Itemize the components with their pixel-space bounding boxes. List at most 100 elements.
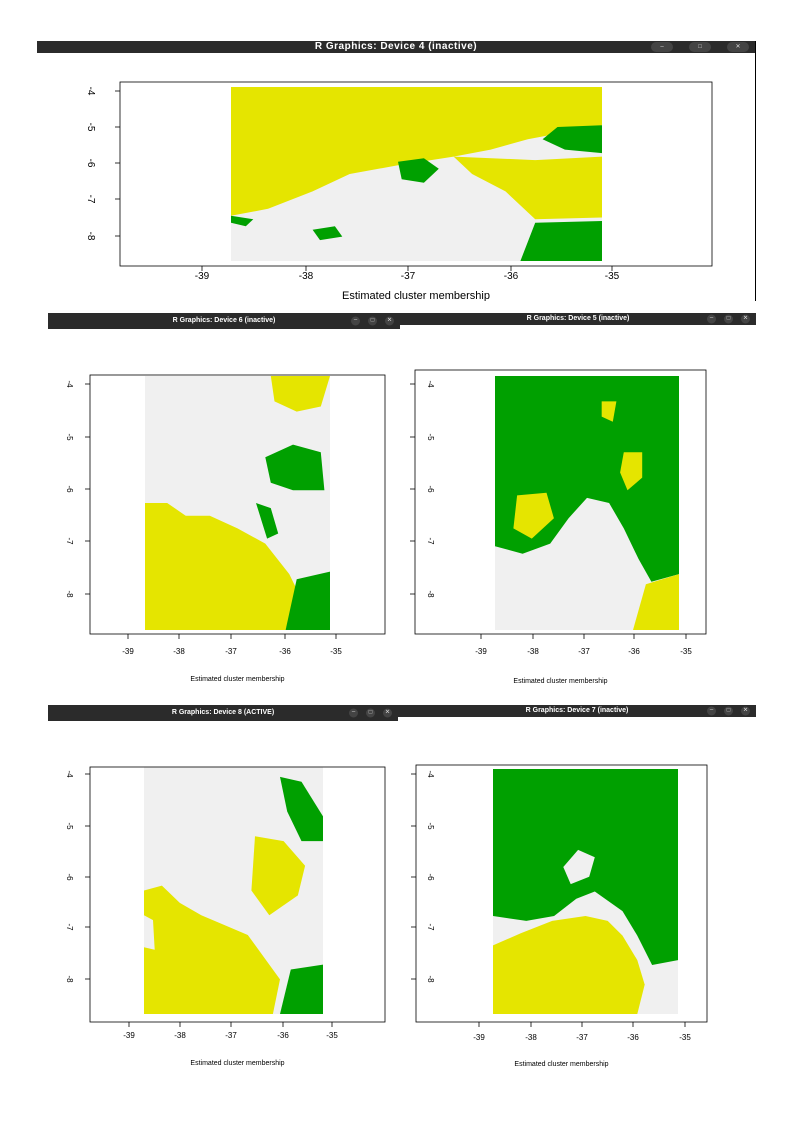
maximize-icon: □ bbox=[370, 317, 375, 324]
y-tick-label: -4 bbox=[65, 770, 74, 778]
maximize-button[interactable]: □ bbox=[689, 42, 711, 52]
x-tick-label: -35 bbox=[330, 647, 342, 656]
cluster-region-green bbox=[231, 215, 254, 227]
x-tick-label: -36 bbox=[504, 271, 519, 282]
minimize-button[interactable]: – bbox=[349, 708, 358, 718]
minimize-icon: – bbox=[351, 709, 356, 716]
x-tick-label: -35 bbox=[326, 1031, 338, 1040]
cluster-region-green bbox=[520, 221, 602, 261]
x-tick-label: -36 bbox=[628, 647, 640, 656]
close-button[interactable]: ✕ bbox=[383, 708, 392, 718]
x-axis-label: Estimated cluster membership bbox=[190, 676, 284, 683]
y-tick-label: -7 bbox=[65, 537, 74, 545]
x-axis-label: Estimated cluster membership bbox=[342, 290, 490, 301]
y-tick-label: -4 bbox=[426, 380, 435, 388]
y-tick-label: -5 bbox=[85, 123, 96, 132]
cluster-region-yellow bbox=[620, 452, 643, 491]
close-button[interactable]: ✕ bbox=[741, 314, 750, 324]
y-tick-label: -8 bbox=[65, 975, 74, 983]
window-title: R Graphics: Device 6 (inactive) bbox=[172, 317, 276, 324]
close-icon: ✕ bbox=[384, 709, 391, 716]
window-titlebar[interactable]: R Graphics: Device 4 (inactive) – □ ✕ bbox=[37, 41, 755, 53]
maximize-button[interactable]: □ bbox=[724, 314, 733, 324]
x-tick-label: -36 bbox=[627, 1033, 639, 1042]
minimize-button[interactable]: – bbox=[651, 42, 673, 52]
maximize-icon: □ bbox=[726, 707, 731, 714]
y-tick-label: -7 bbox=[85, 195, 96, 204]
cluster-region-green bbox=[280, 964, 323, 1014]
window-title: R Graphics: Device 4 (inactive) bbox=[314, 41, 478, 52]
plot-frame bbox=[119, 81, 713, 267]
close-icon: ✕ bbox=[386, 317, 393, 324]
maximize-button[interactable]: □ bbox=[724, 706, 733, 716]
x-tick-label: -36 bbox=[277, 1031, 289, 1040]
cluster-map bbox=[145, 376, 330, 630]
cluster-region-grey bbox=[563, 849, 595, 885]
cluster-region-green bbox=[280, 776, 323, 842]
graphics-window-dev5[interactable]: R Graphics: Device 5 (inactive) – □ ✕ -39 -38… bbox=[400, 313, 756, 693]
x-tick-label: -38 bbox=[173, 647, 185, 656]
x-tick-label: -39 bbox=[122, 647, 134, 656]
y-tick-label: -5 bbox=[426, 822, 435, 830]
minimize-icon: – bbox=[709, 707, 714, 714]
cluster-map bbox=[144, 767, 323, 1014]
window-title: R Graphics: Device 7 (inactive) bbox=[525, 707, 629, 714]
x-tick-label: -38 bbox=[174, 1031, 186, 1040]
window-titlebar[interactable]: R Graphics: Device 5 (inactive) – □ ✕ bbox=[400, 313, 756, 325]
y-tick-label: -6 bbox=[65, 873, 74, 881]
cluster-region-yellow bbox=[231, 87, 602, 216]
cluster-region-green bbox=[312, 226, 343, 241]
window-title: R Graphics: Device 8 (ACTIVE) bbox=[171, 709, 275, 716]
cluster-plot: -39 -38 -37 -36 -35 -4 -5 -6 -7 -8 Estimated clust… bbox=[85, 81, 713, 301]
x-tick-label: -38 bbox=[525, 1033, 537, 1042]
window-titlebar[interactable]: R Graphics: Device 8 (ACTIVE) – □ ✕ bbox=[48, 705, 398, 721]
minimize-button[interactable]: – bbox=[351, 316, 360, 326]
x-tick-label: -37 bbox=[576, 1033, 588, 1042]
y-tick-label: -7 bbox=[65, 923, 74, 931]
y-tick-label: -6 bbox=[426, 485, 435, 493]
window-titlebar[interactable]: R Graphics: Device 6 (inactive) – □ ✕ bbox=[48, 313, 400, 329]
window-titlebar[interactable]: R Graphics: Device 7 (inactive) – □ ✕ bbox=[398, 705, 756, 717]
cluster-plot: -39 -38 -37 -36 -35 -4 -5 -6 -7 -8 Estimated clust… bbox=[65, 374, 386, 683]
y-tick-label: -5 bbox=[65, 433, 74, 441]
cluster-plot: -39 -38 -37 -36 -35 -4 -5 -6 -7 -8 Estimated clust… bbox=[65, 766, 386, 1067]
plot-frame bbox=[415, 764, 708, 1023]
cluster-region-green bbox=[495, 376, 679, 582]
window-title: R Graphics: Device 5 (inactive) bbox=[526, 315, 630, 322]
graphics-window-dev6[interactable]: R Graphics: Device 6 (inactive) – □ ✕ -39 -38… bbox=[48, 313, 400, 693]
maximize-icon: □ bbox=[368, 709, 373, 716]
cluster-region-green bbox=[265, 444, 325, 491]
minimize-icon: – bbox=[660, 44, 664, 50]
cluster-region-yellow bbox=[513, 492, 554, 539]
minimize-icon: – bbox=[709, 315, 714, 322]
cluster-region-yellow bbox=[453, 156, 602, 220]
x-tick-label: -38 bbox=[299, 271, 314, 282]
maximize-button[interactable]: □ bbox=[366, 708, 375, 718]
cluster-region-yellow bbox=[493, 916, 645, 1014]
x-tick-label: -39 bbox=[475, 647, 487, 656]
y-tick-label: -8 bbox=[85, 232, 96, 241]
cluster-region-green bbox=[256, 503, 279, 539]
y-tick-label: -8 bbox=[65, 590, 74, 598]
x-tick-label: -37 bbox=[401, 271, 416, 282]
cluster-region-yellow bbox=[251, 836, 306, 916]
minimize-button[interactable]: – bbox=[707, 706, 716, 716]
close-icon: ✕ bbox=[742, 315, 749, 322]
graphics-window-dev8[interactable]: R Graphics: Device 8 (ACTIVE) – □ ✕ -39 -38 -3… bbox=[48, 705, 398, 1073]
maximize-icon: □ bbox=[726, 315, 731, 322]
graphics-window-dev4[interactable]: R Graphics: Device 4 (inactive) – □ ✕ -39 -38… bbox=[37, 41, 755, 301]
maximize-icon: □ bbox=[698, 44, 702, 50]
close-button[interactable]: ✕ bbox=[727, 42, 749, 52]
minimize-button[interactable]: – bbox=[707, 314, 716, 324]
x-tick-label: -35 bbox=[680, 647, 692, 656]
graphics-window-dev7[interactable]: R Graphics: Device 7 (inactive) – □ ✕ -39 -38… bbox=[398, 705, 756, 1073]
x-tick-label: -37 bbox=[578, 647, 590, 656]
close-button[interactable]: ✕ bbox=[385, 316, 394, 326]
maximize-button[interactable]: □ bbox=[368, 316, 377, 326]
x-tick-label: -36 bbox=[279, 647, 291, 656]
cluster-region-green bbox=[542, 125, 602, 154]
x-tick-label: -37 bbox=[225, 1031, 237, 1040]
close-button[interactable]: ✕ bbox=[741, 706, 750, 716]
cluster-region-green bbox=[285, 571, 330, 630]
y-tick-label: -5 bbox=[65, 822, 74, 830]
